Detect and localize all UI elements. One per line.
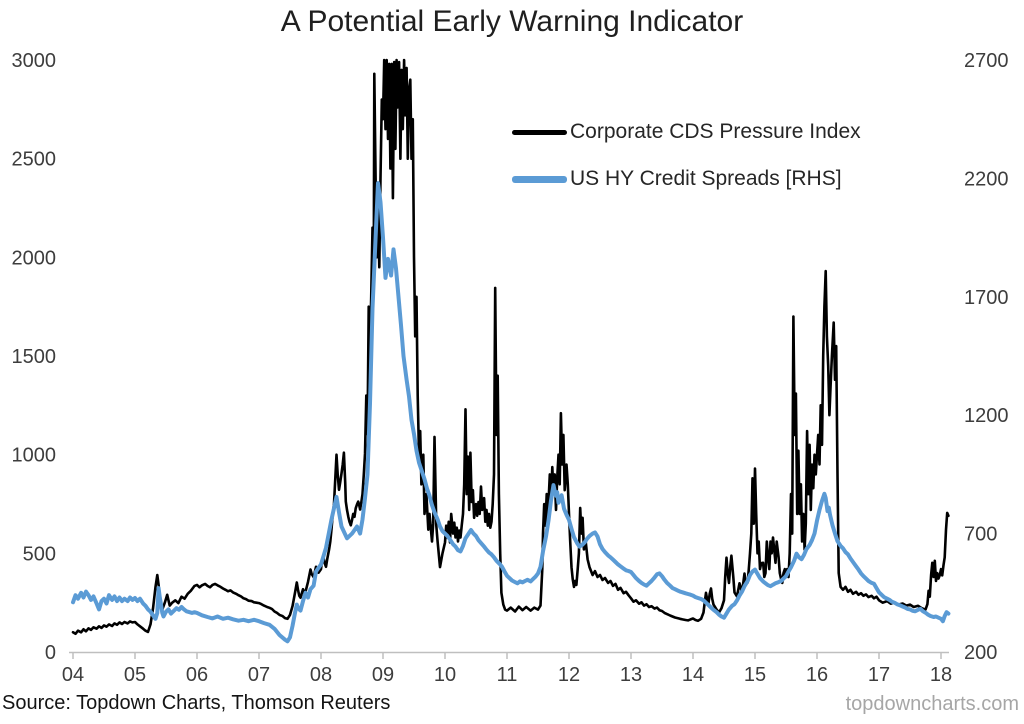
series-line-cds-pressure-index bbox=[71, 58, 950, 636]
legend: Corporate CDS Pressure Index US HY Credi… bbox=[512, 120, 861, 191]
left-axis-tick-label: 2500 bbox=[12, 149, 57, 171]
legend-label: US HY Credit Spreads [RHS] bbox=[570, 167, 842, 190]
x-tick-label: 07 bbox=[248, 664, 270, 686]
x-tick-label: 13 bbox=[620, 664, 642, 686]
x-tick-label: 08 bbox=[310, 664, 332, 686]
x-tick-label: 10 bbox=[434, 664, 456, 686]
left-axis-tick-label: 0 bbox=[45, 642, 56, 664]
right-axis-tick-label: 2200 bbox=[964, 168, 1009, 190]
x-tick-label: 05 bbox=[124, 664, 146, 686]
left-axis-tick-label: 1000 bbox=[12, 445, 57, 467]
right-axis-tick-label: 2700 bbox=[964, 50, 1009, 72]
x-tick-label: 15 bbox=[744, 664, 766, 686]
black-line-swatch-icon bbox=[512, 129, 567, 135]
x-tick-label: 12 bbox=[558, 664, 580, 686]
watermark-link[interactable]: topdowncharts.com bbox=[845, 693, 1019, 715]
legend-item-hy-spreads: US HY Credit Spreads [RHS] bbox=[512, 167, 861, 191]
x-tick-label: 18 bbox=[930, 664, 952, 686]
left-axis-tick-label: 2000 bbox=[12, 247, 57, 269]
right-axis-tick-label: 1200 bbox=[964, 405, 1009, 427]
x-tick-label: 06 bbox=[186, 664, 208, 686]
right-axis-tick-label: 200 bbox=[964, 642, 997, 664]
blue-line-swatch-icon bbox=[512, 175, 567, 183]
legend-label: Corporate CDS Pressure Index bbox=[570, 120, 861, 143]
legend-item-cds-pressure: Corporate CDS Pressure Index bbox=[512, 120, 861, 144]
right-axis-tick-label: 1700 bbox=[964, 287, 1009, 309]
x-tick-label: 09 bbox=[372, 664, 394, 686]
x-tick-label: 16 bbox=[806, 664, 828, 686]
series-line-hy-credit-spreads bbox=[71, 181, 951, 644]
x-tick-label: 11 bbox=[497, 664, 518, 686]
x-tick-label: 04 bbox=[62, 664, 84, 686]
left-axis-tick-label: 500 bbox=[23, 543, 56, 565]
x-tick-label: 14 bbox=[682, 664, 704, 686]
source-note: Source: Topdown Charts, Thomson Reuters bbox=[2, 692, 391, 714]
chart-title: A Potential Early Warning Indicator bbox=[280, 5, 744, 38]
x-tick-label: 17 bbox=[868, 664, 890, 686]
left-axis-tick-label: 1500 bbox=[12, 346, 57, 368]
right-axis-tick-label: 700 bbox=[964, 524, 997, 546]
left-axis-tick-label: 3000 bbox=[12, 50, 57, 72]
